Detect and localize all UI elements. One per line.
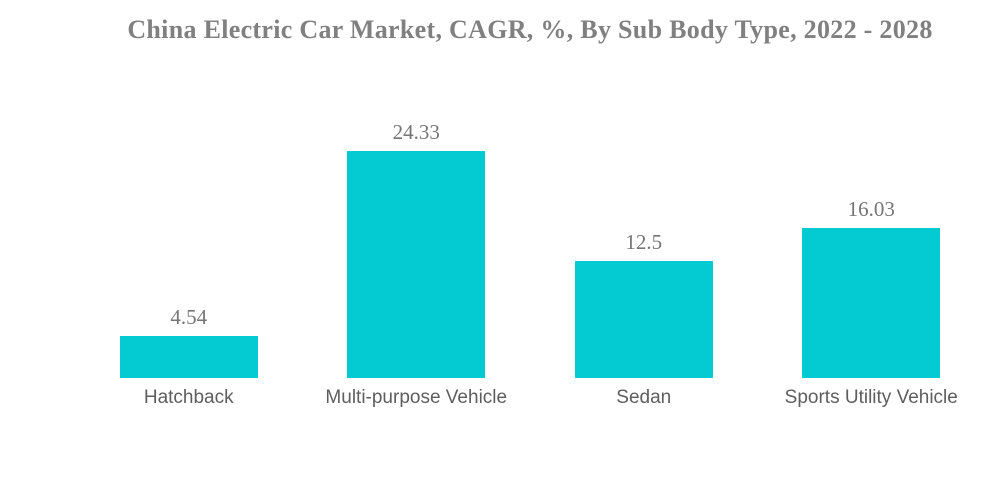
bar-category-label: Hatchback: [143, 387, 234, 408]
bar: [574, 261, 713, 378]
chart-title: China Electric Car Market, CAGR, %, By S…: [127, 15, 933, 44]
bar-category-label: Sedan: [616, 387, 672, 408]
bar-value-label: 24.33: [392, 119, 440, 144]
bar-value-label: 4.54: [170, 304, 208, 329]
bar-group: 24.33 Multi-purpose Vehicle: [303, 65, 531, 408]
bar-value-label: 16.03: [847, 196, 895, 221]
bar-category-label: Multi-purpose Vehicle: [325, 387, 508, 408]
bar: [802, 228, 941, 378]
plot-area: 4.54 Hatchback 24.33 Multi-purpose Vehic…: [75, 65, 986, 408]
bar-group: 12.5 Sedan: [530, 65, 758, 408]
bar-group: 4.54 Hatchback: [75, 65, 303, 408]
bar: [347, 151, 486, 378]
bar-group: 16.03 Sports Utility Vehicle: [758, 65, 986, 408]
bar: [119, 336, 258, 378]
bar-category-label: Sports Utility Vehicle: [784, 387, 958, 408]
bar-value-label: 12.5: [625, 229, 663, 254]
